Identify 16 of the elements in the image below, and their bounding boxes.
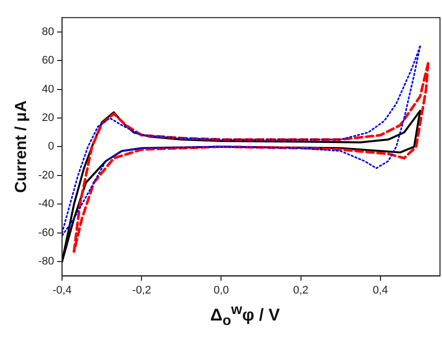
y-axis-title: Current / μA <box>13 100 30 193</box>
y-tick-label: 60 <box>42 54 54 67</box>
y-tick-label: 40 <box>42 83 54 96</box>
x-tick-label: 0,4 <box>372 284 388 296</box>
y-tick-label: 20 <box>42 112 54 124</box>
x-tick-label: -0,2 <box>132 284 152 296</box>
x-tick-label: 0,0 <box>214 284 229 296</box>
y-tick-label: 0 <box>48 140 54 153</box>
y-tick-label: 80 <box>42 26 54 38</box>
x-tick-label: -0,4 <box>52 284 72 296</box>
x-tick-label: 0,2 <box>293 284 308 296</box>
y-tick-label: -20 <box>38 169 54 182</box>
y-tick-label: -60 <box>38 226 54 239</box>
y-tick-label: -40 <box>38 198 54 210</box>
x-axis-title: Δ$_{o}$$^{w}$φ / V <box>209 302 281 330</box>
y-tick-label: -80 <box>38 255 54 268</box>
